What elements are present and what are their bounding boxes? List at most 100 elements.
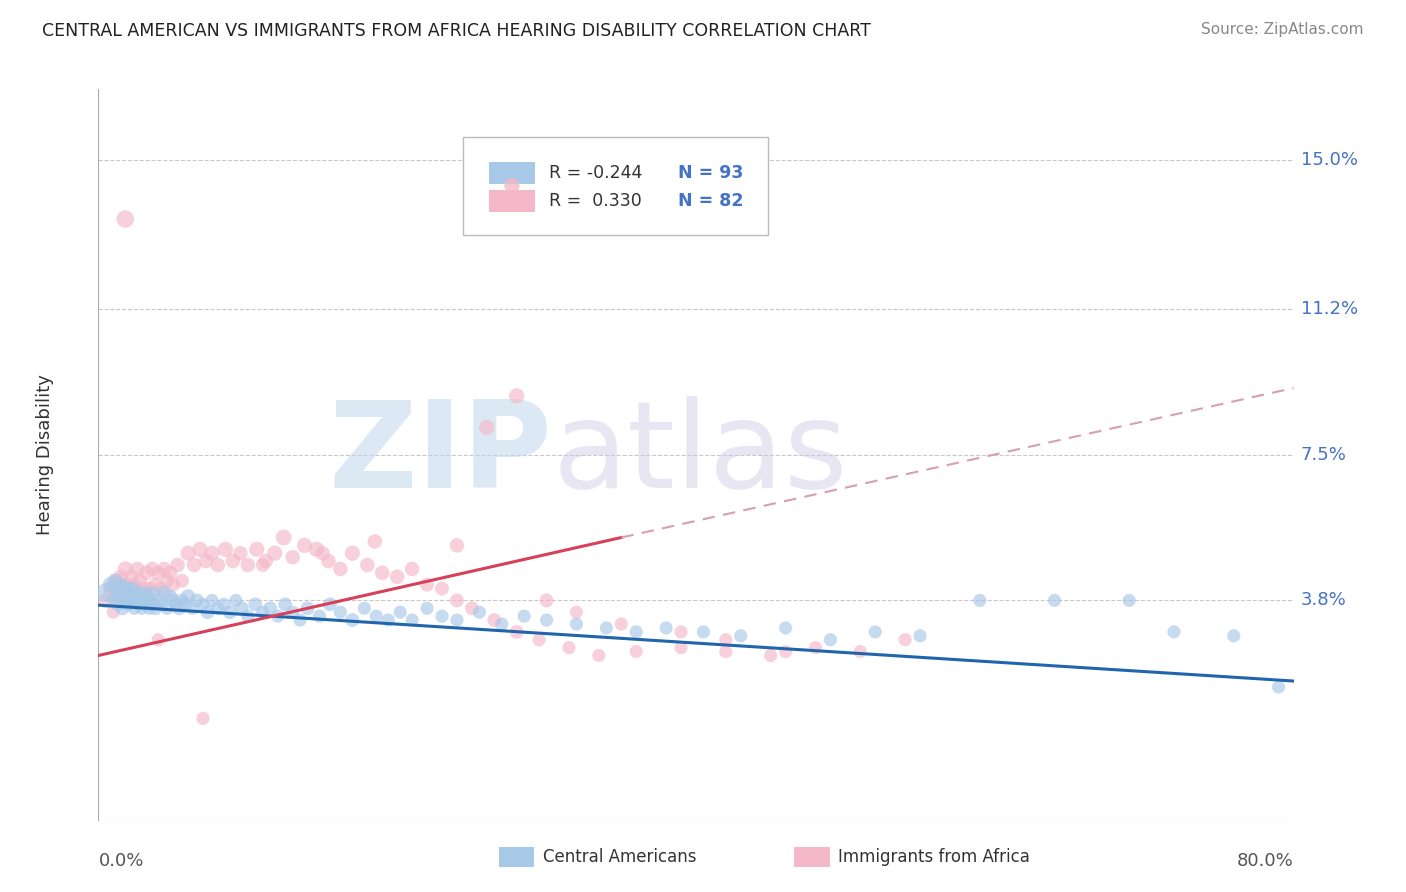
Point bbox=[775, 621, 797, 635]
Point bbox=[430, 582, 453, 596]
Point bbox=[162, 577, 184, 591]
Point bbox=[139, 593, 162, 607]
Point bbox=[297, 601, 319, 615]
Point bbox=[138, 582, 160, 596]
Point bbox=[150, 598, 173, 612]
Point bbox=[129, 590, 152, 604]
Point bbox=[177, 590, 200, 604]
Point bbox=[894, 632, 917, 647]
Point bbox=[259, 601, 281, 615]
Point bbox=[669, 640, 692, 655]
Point bbox=[150, 582, 173, 596]
Point bbox=[188, 542, 211, 557]
Point bbox=[624, 644, 647, 658]
Point bbox=[461, 601, 484, 615]
Point bbox=[385, 570, 409, 584]
Point bbox=[401, 562, 423, 576]
Point bbox=[117, 585, 139, 599]
Point bbox=[1223, 629, 1246, 643]
Point bbox=[108, 590, 131, 604]
Text: CENTRAL AMERICAN VS IMMIGRANTS FROM AFRICA HEARING DISABILITY CORRELATION CHART: CENTRAL AMERICAN VS IMMIGRANTS FROM AFRI… bbox=[42, 22, 872, 40]
Point bbox=[127, 562, 149, 576]
Point bbox=[1118, 593, 1140, 607]
Text: N = 82: N = 82 bbox=[678, 192, 744, 211]
Point bbox=[172, 574, 194, 588]
Point bbox=[201, 546, 224, 560]
Point bbox=[94, 585, 117, 599]
Point bbox=[159, 566, 181, 580]
Point bbox=[804, 640, 827, 655]
Point bbox=[252, 558, 274, 572]
Point bbox=[969, 593, 991, 607]
Text: 3.8%: 3.8% bbox=[1301, 591, 1347, 609]
Text: 11.2%: 11.2% bbox=[1301, 301, 1358, 318]
Point bbox=[231, 601, 253, 615]
Point bbox=[129, 574, 152, 588]
Point bbox=[128, 598, 150, 612]
Point bbox=[263, 546, 285, 560]
Point bbox=[491, 617, 513, 632]
Point bbox=[174, 598, 197, 612]
Text: 15.0%: 15.0% bbox=[1301, 151, 1358, 169]
Point bbox=[143, 577, 166, 591]
Point bbox=[669, 624, 692, 639]
Text: 0.0%: 0.0% bbox=[98, 852, 143, 870]
Point bbox=[475, 420, 498, 434]
Point bbox=[245, 598, 267, 612]
Point bbox=[565, 617, 588, 632]
Point bbox=[143, 601, 166, 615]
Point bbox=[104, 574, 127, 588]
Point bbox=[236, 609, 259, 624]
Text: 80.0%: 80.0% bbox=[1237, 852, 1294, 870]
Point bbox=[153, 562, 176, 576]
Point bbox=[98, 577, 122, 591]
Point bbox=[107, 598, 129, 612]
Point bbox=[329, 605, 352, 619]
Point bbox=[141, 562, 163, 576]
Point bbox=[98, 582, 122, 596]
Point bbox=[156, 574, 179, 588]
Point bbox=[131, 601, 153, 615]
Point bbox=[142, 585, 165, 599]
Point bbox=[148, 593, 170, 607]
Point bbox=[153, 585, 176, 599]
Point bbox=[177, 546, 200, 560]
Point bbox=[342, 613, 364, 627]
Point bbox=[125, 585, 148, 599]
Point bbox=[159, 590, 181, 604]
Point bbox=[134, 585, 156, 599]
Point bbox=[135, 598, 157, 612]
Point bbox=[1267, 680, 1289, 694]
Point bbox=[156, 601, 179, 615]
Point bbox=[356, 558, 378, 572]
Point bbox=[135, 566, 157, 580]
Point bbox=[775, 644, 797, 658]
Point bbox=[194, 554, 218, 568]
Point bbox=[136, 590, 159, 604]
Point bbox=[506, 389, 529, 403]
Point bbox=[252, 605, 274, 619]
Point bbox=[273, 531, 295, 545]
Point bbox=[506, 624, 529, 639]
Point bbox=[111, 601, 134, 615]
Point bbox=[536, 613, 558, 627]
Text: Source: ZipAtlas.com: Source: ZipAtlas.com bbox=[1201, 22, 1364, 37]
Text: ZIP: ZIP bbox=[329, 396, 553, 514]
Point bbox=[105, 582, 128, 596]
Point bbox=[246, 542, 269, 557]
Point bbox=[624, 624, 647, 639]
Text: atlas: atlas bbox=[553, 396, 848, 514]
Point bbox=[120, 593, 142, 607]
Point bbox=[114, 211, 136, 226]
Point bbox=[141, 598, 163, 612]
Point bbox=[820, 632, 842, 647]
Point bbox=[446, 613, 468, 627]
Point bbox=[110, 577, 132, 591]
Point bbox=[222, 554, 245, 568]
FancyBboxPatch shape bbox=[463, 136, 768, 235]
Point bbox=[167, 601, 190, 615]
Point bbox=[165, 598, 187, 612]
Point bbox=[267, 609, 290, 624]
Point bbox=[342, 546, 364, 560]
Point bbox=[115, 577, 138, 591]
